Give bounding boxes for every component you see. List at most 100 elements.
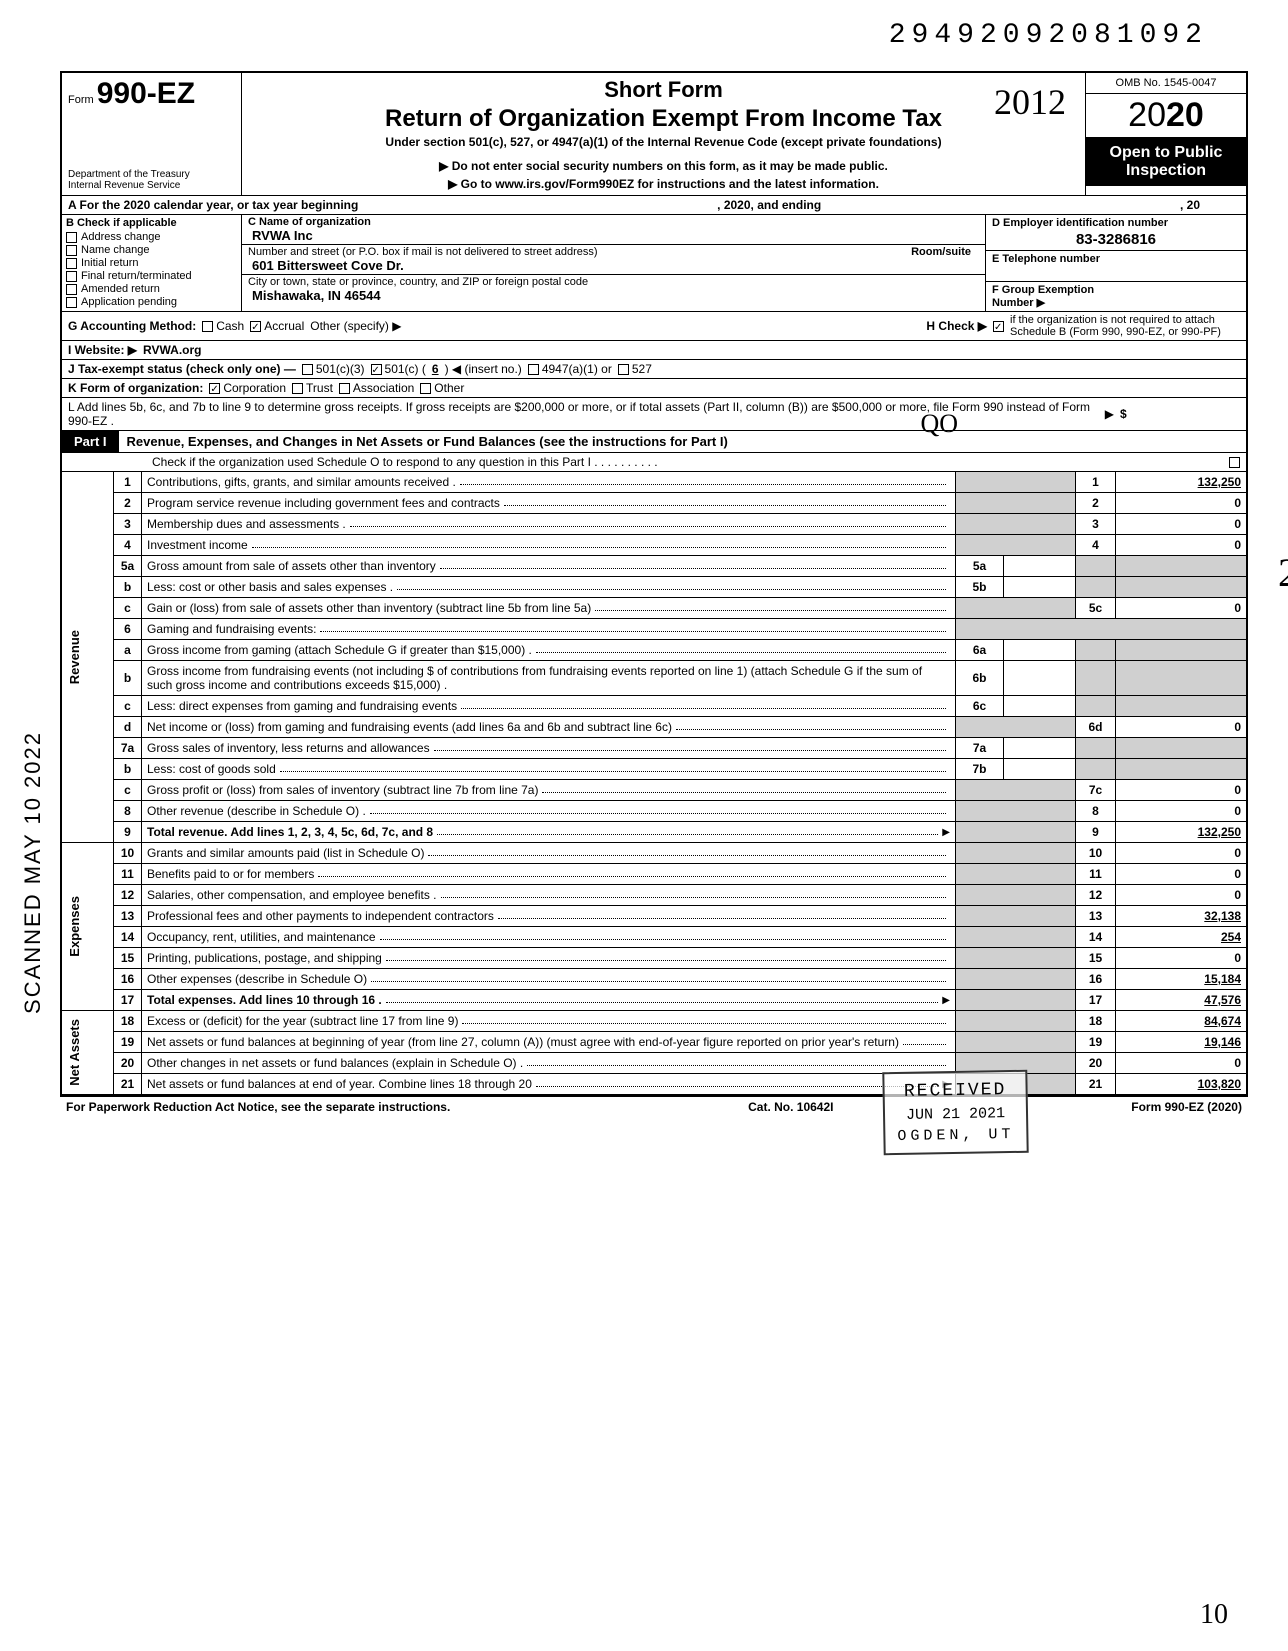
result-line-label: 16 xyxy=(1076,969,1116,990)
line-description: Total revenue. Add lines 1, 2, 3, 4, 5c,… xyxy=(142,822,956,843)
spacer-cell xyxy=(956,927,1076,948)
result-line-label: 9 xyxy=(1076,822,1116,843)
line-number: b xyxy=(114,577,142,598)
department: Department of the Treasury Internal Reve… xyxy=(68,169,235,191)
website-value: RVWA.org xyxy=(143,343,201,357)
checkbox-application-pending[interactable] xyxy=(66,297,77,308)
inner-line-value[interactable] xyxy=(1004,661,1076,696)
line-number: d xyxy=(114,717,142,738)
result-line-value: 0 xyxy=(1116,493,1246,514)
checkbox-501c[interactable] xyxy=(371,364,382,375)
goto-instructions: ▶ Go to www.irs.gov/Form990EZ for instru… xyxy=(252,177,1075,191)
checkbox-association[interactable] xyxy=(339,383,350,394)
form-container: Form 990-EZ Department of the Treasury I… xyxy=(60,71,1248,1117)
result-line-value: 0 xyxy=(1116,864,1246,885)
checkbox-address-change[interactable] xyxy=(66,232,77,243)
checkbox-other-org[interactable] xyxy=(420,383,431,394)
org-name: RVWA Inc xyxy=(252,228,979,243)
inner-line-label: 6c xyxy=(956,696,1004,717)
shaded-cell xyxy=(1076,556,1116,577)
inner-line-value[interactable] xyxy=(1004,577,1076,598)
tax-year: 2020 xyxy=(1086,94,1246,138)
checkbox-final-return[interactable] xyxy=(66,271,77,282)
result-line-value: 19,146 xyxy=(1116,1032,1246,1053)
result-line-label: 12 xyxy=(1076,885,1116,906)
inner-line-label: 7b xyxy=(956,759,1004,780)
line-description: Contributions, gifts, grants, and simila… xyxy=(142,472,956,493)
line-number: 20 xyxy=(114,1053,142,1074)
line-description: Other revenue (describe in Schedule O) . xyxy=(142,801,956,822)
spacer-cell xyxy=(956,801,1076,822)
result-line-value: 0 xyxy=(1116,717,1246,738)
line-description: Net assets or fund balances at end of ye… xyxy=(142,1074,956,1095)
line-description: Other expenses (describe in Schedule O) xyxy=(142,969,956,990)
checkbox-amended-return[interactable] xyxy=(66,284,77,295)
result-line-label: 15 xyxy=(1076,948,1116,969)
form-header: Form 990-EZ Department of the Treasury I… xyxy=(62,73,1246,196)
shaded-cell xyxy=(1076,759,1116,780)
block-c-organization: C Name of organization RVWA Inc Number a… xyxy=(242,215,986,311)
section-label: Expenses xyxy=(67,896,82,957)
row-j-tax-exempt: J Tax-exempt status (check only one) — 5… xyxy=(62,360,1246,379)
checkbox-schedule-b[interactable] xyxy=(993,321,1004,332)
line-number: c xyxy=(114,696,142,717)
row-i-website: I Website: ▶ RVWA.org xyxy=(62,341,1246,360)
block-b-checkboxes: B Check if applicable Address change Nam… xyxy=(62,215,242,311)
form-footer: For Paperwork Reduction Act Notice, see … xyxy=(60,1097,1248,1117)
checkbox-4947[interactable] xyxy=(528,364,539,375)
handwritten-mark-qo: QO xyxy=(920,409,958,439)
line-number: 1 xyxy=(114,472,142,493)
checkbox-initial-return[interactable] xyxy=(66,258,77,269)
inner-line-label: 5b xyxy=(956,577,1004,598)
spacer-cell xyxy=(956,1011,1076,1032)
checkbox-schedule-o[interactable] xyxy=(1229,457,1240,468)
line-description: Gross income from fundraising events (no… xyxy=(142,661,956,696)
checkbox-cash[interactable] xyxy=(202,321,213,332)
line-a-tax-year: A For the 2020 calendar year, or tax yea… xyxy=(62,196,1246,215)
line-description: Excess or (deficit) for the year (subtra… xyxy=(142,1011,956,1032)
result-line-label: 18 xyxy=(1076,1011,1116,1032)
line-description: Printing, publications, postage, and shi… xyxy=(142,948,956,969)
shaded-cell xyxy=(1076,738,1116,759)
form-title: Return of Organization Exempt From Incom… xyxy=(252,105,1075,133)
result-line-value: 254 xyxy=(1116,927,1246,948)
line-description: Occupancy, rent, utilities, and maintena… xyxy=(142,927,956,948)
spacer-cell xyxy=(956,864,1076,885)
block-d-e-f: D Employer identification number 83-3286… xyxy=(986,215,1246,311)
inner-line-value[interactable] xyxy=(1004,640,1076,661)
shaded-cell xyxy=(1116,640,1246,661)
line-number: 13 xyxy=(114,906,142,927)
spacer-cell xyxy=(956,906,1076,927)
ein-value: 83-3286816 xyxy=(992,231,1240,248)
inner-line-label: 6a xyxy=(956,640,1004,661)
spacer-cell xyxy=(956,1074,1076,1095)
part-1-header: Part I Revenue, Expenses, and Changes in… xyxy=(62,431,1246,453)
line-number: b xyxy=(114,759,142,780)
line-number: 10 xyxy=(114,843,142,864)
org-street: 601 Bittersweet Cove Dr. xyxy=(252,258,979,273)
inner-line-value[interactable] xyxy=(1004,759,1076,780)
result-line-label: 17 xyxy=(1076,990,1116,1011)
handwritten-initial: 2 xyxy=(1278,549,1288,596)
shaded-cell xyxy=(1116,696,1246,717)
checkbox-501c3[interactable] xyxy=(302,364,313,375)
shaded-cell xyxy=(1076,696,1116,717)
inner-line-value[interactable] xyxy=(1004,696,1076,717)
checkbox-trust[interactable] xyxy=(292,383,303,394)
shaded-cell xyxy=(1076,640,1116,661)
spacer-cell xyxy=(956,514,1076,535)
line-number: b xyxy=(114,661,142,696)
part-1-grid: Revenue1Contributions, gifts, grants, an… xyxy=(62,472,1246,1095)
inner-line-value[interactable] xyxy=(1004,738,1076,759)
spacer-cell xyxy=(956,1053,1076,1074)
spacer-cell xyxy=(956,598,1076,619)
result-line-value: 0 xyxy=(1116,780,1246,801)
checkbox-accrual[interactable] xyxy=(250,321,261,332)
result-line-label: 11 xyxy=(1076,864,1116,885)
checkbox-527[interactable] xyxy=(618,364,629,375)
inner-line-value[interactable] xyxy=(1004,556,1076,577)
checkbox-corporation[interactable] xyxy=(209,383,220,394)
checkbox-name-change[interactable] xyxy=(66,245,77,256)
line-number: 8 xyxy=(114,801,142,822)
result-line-value: 0 xyxy=(1116,598,1246,619)
